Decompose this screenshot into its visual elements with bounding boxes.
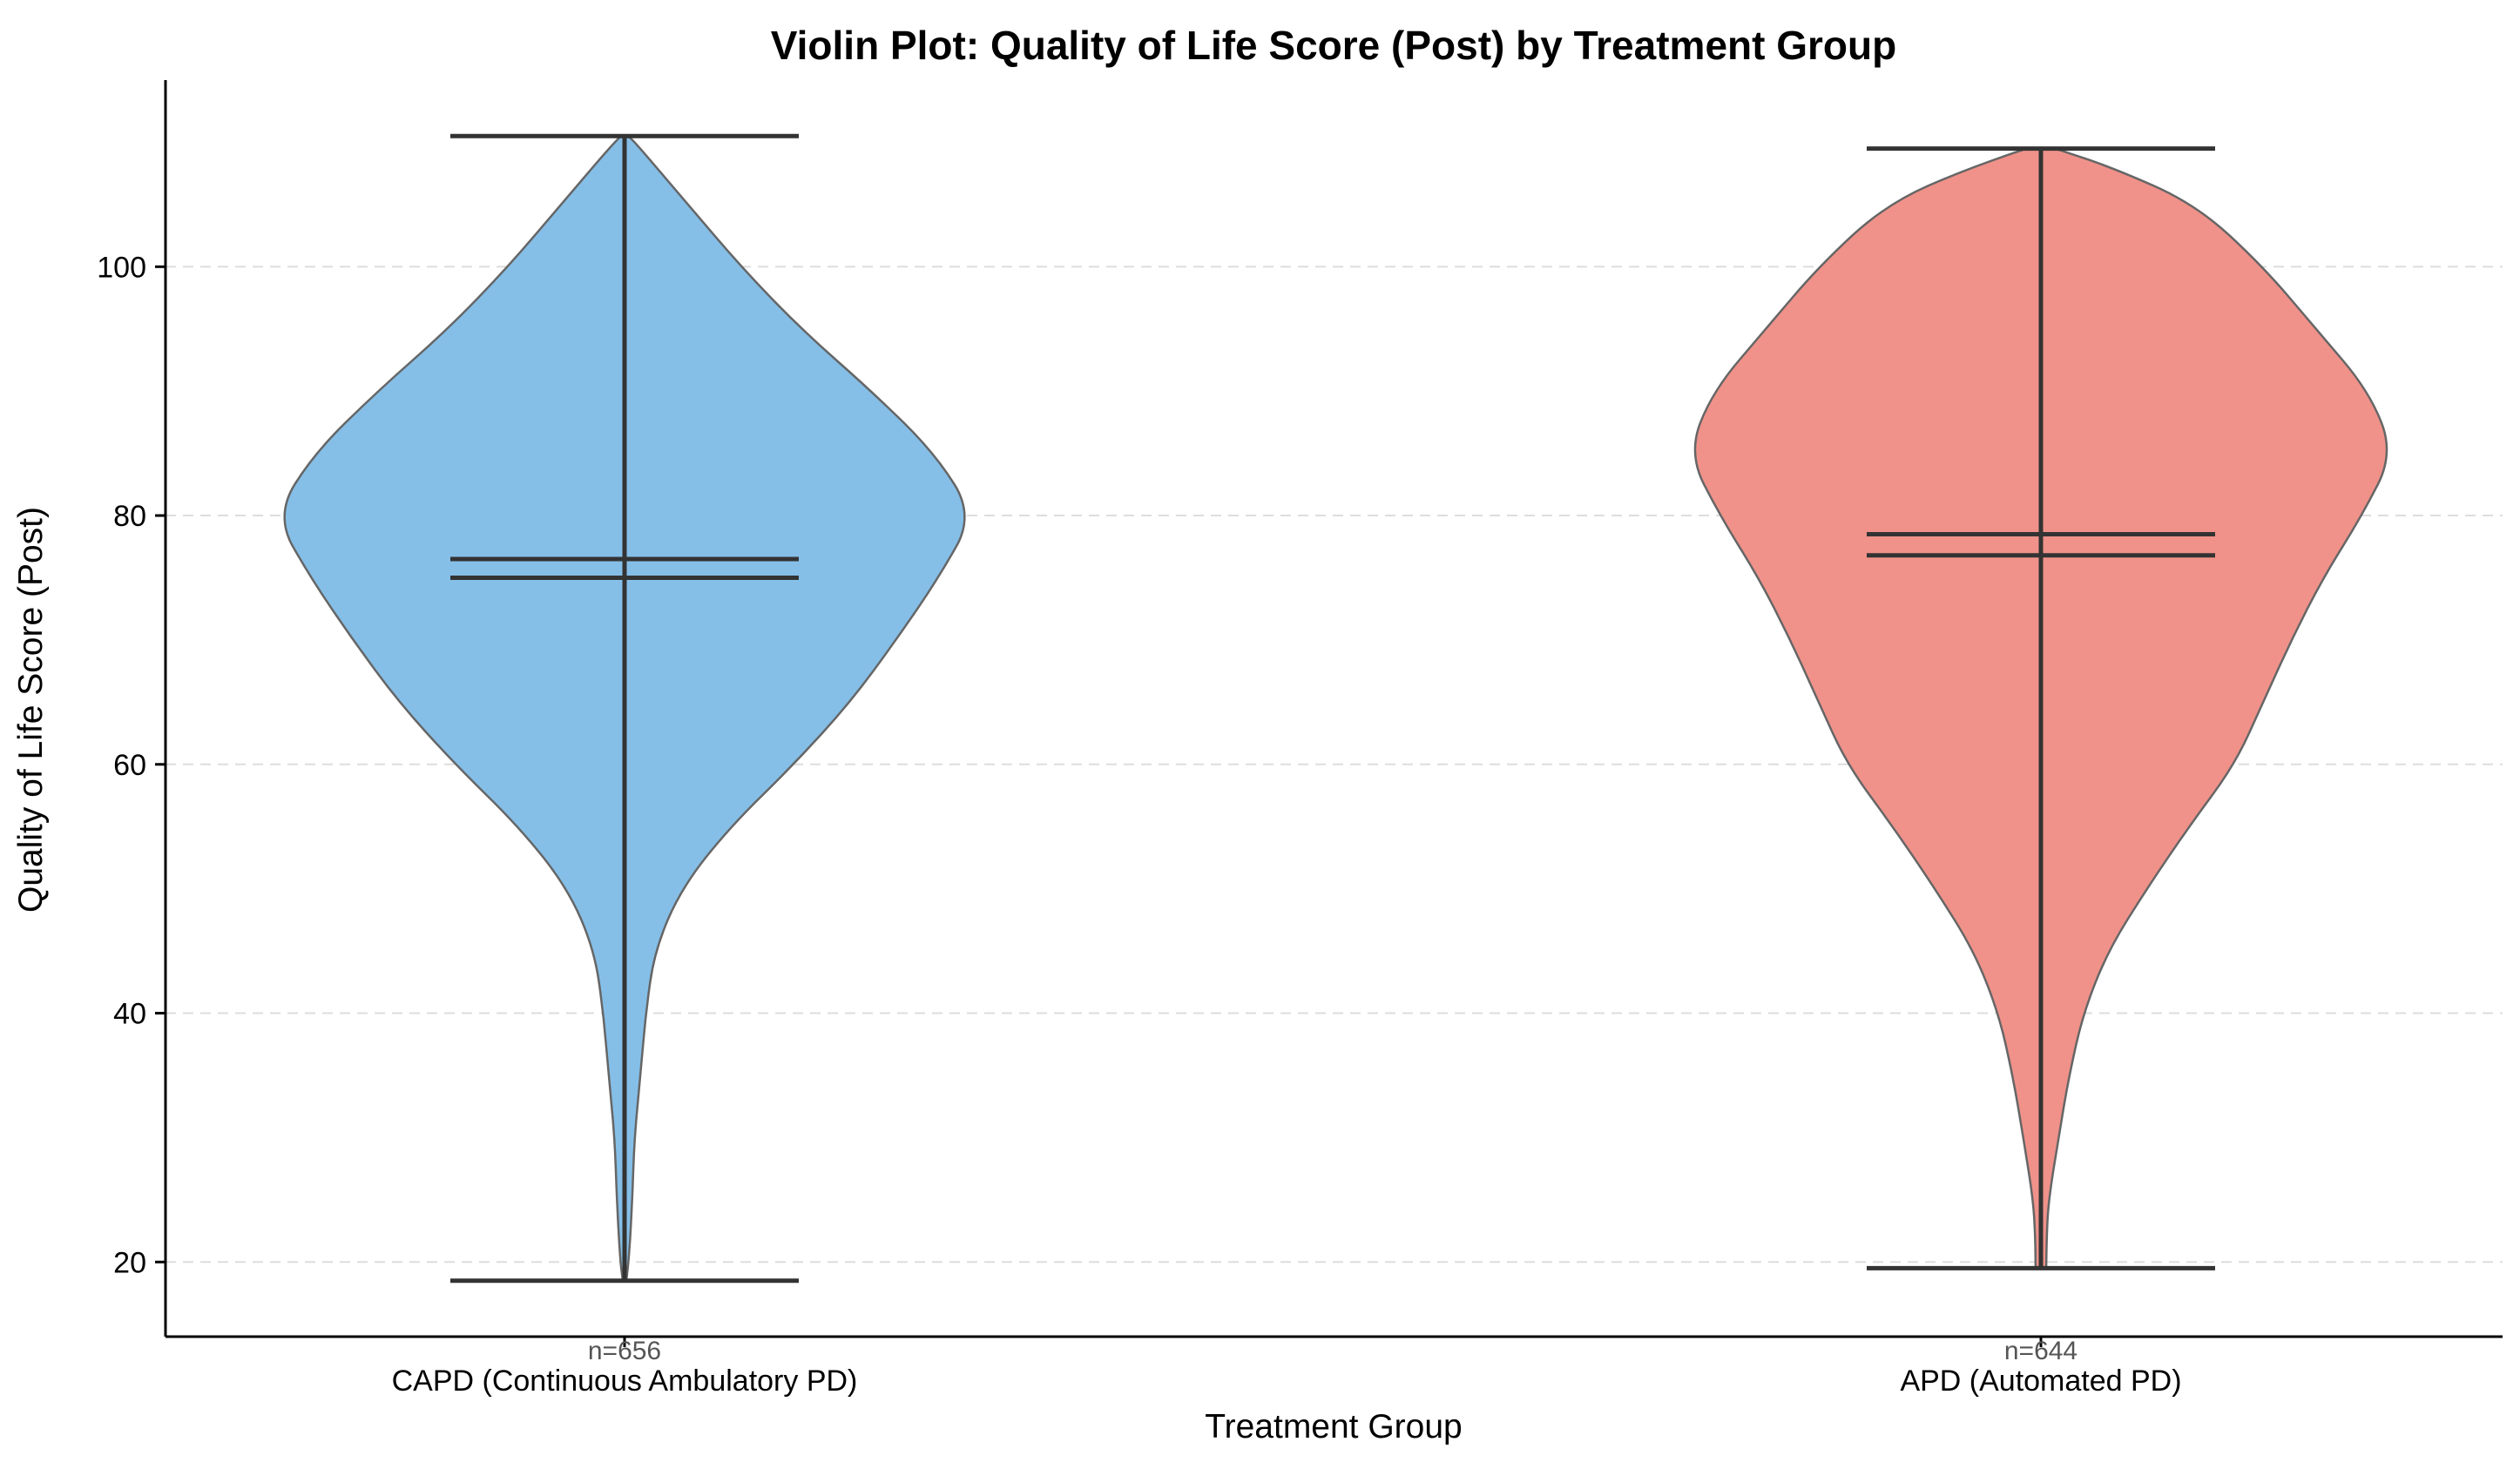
y-axis-label: Quality of Life Score (Post) [12,507,50,913]
y-tick-label-20: 20 [113,1246,146,1279]
x-tick-label-1: CAPD (Continuous Ambulatory PD) [392,1365,858,1398]
y-tick-label-80: 80 [113,500,146,533]
y-tick-label-40: 40 [113,998,146,1031]
violins [283,135,2388,1282]
ticks: 20 40 60 80 100 CAPD (Continuous Ambulatory P… [97,251,2181,1398]
chart-title: Violin Plot: Quality of Life Score (Post… [771,23,1896,68]
x-axis-label: Treatment Group [1205,1408,1463,1445]
stat-lines [450,133,2215,1284]
n-label-2: n=644 [2004,1337,2077,1365]
n-label-1: n=656 [588,1337,661,1365]
x-tick-label-2: APD (Automated PD) [1900,1365,2181,1398]
axes [164,80,2503,1338]
y-tick-label-100: 100 [97,251,146,284]
y-tick-label-60: 60 [113,749,146,782]
